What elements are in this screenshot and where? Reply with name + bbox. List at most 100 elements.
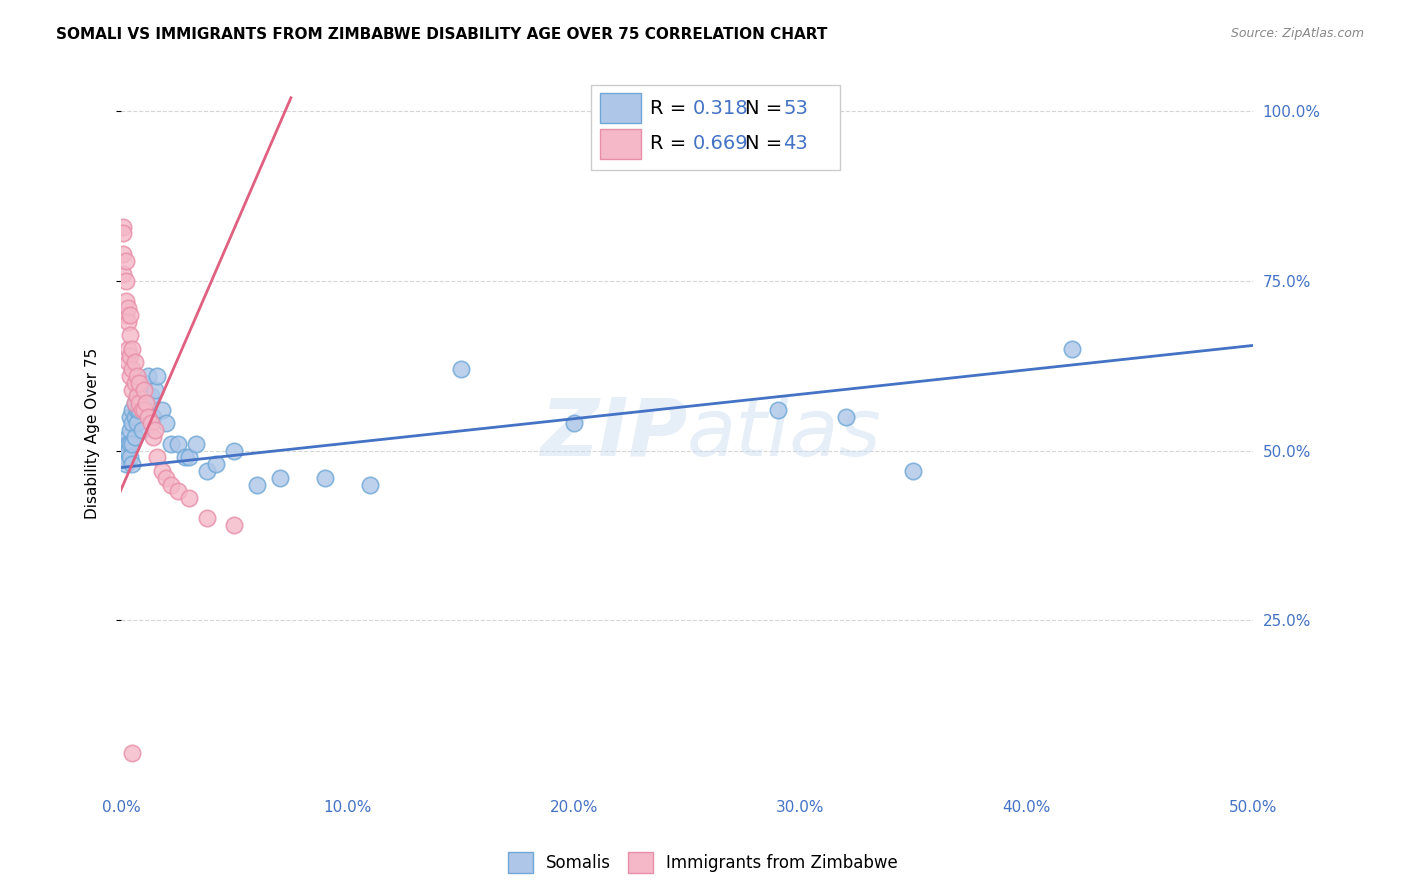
Point <box>124 409 146 424</box>
FancyBboxPatch shape <box>600 93 641 123</box>
Point <box>112 450 135 465</box>
Point <box>142 409 165 424</box>
Point <box>121 383 143 397</box>
Text: ZIP: ZIP <box>540 394 688 473</box>
Point <box>112 443 135 458</box>
Point <box>128 376 150 390</box>
Point <box>121 342 143 356</box>
Point <box>114 437 136 451</box>
Point <box>120 308 142 322</box>
Point <box>112 219 135 234</box>
Point <box>121 403 143 417</box>
Point <box>120 423 142 437</box>
Point <box>166 437 188 451</box>
Point <box>114 294 136 309</box>
Point <box>120 328 142 343</box>
Point <box>117 443 139 458</box>
Point <box>132 383 155 397</box>
Point <box>125 403 148 417</box>
Point <box>117 430 139 444</box>
Point <box>112 227 135 241</box>
Point <box>903 464 925 478</box>
Point <box>128 403 150 417</box>
Point <box>146 368 169 383</box>
Text: N =: N = <box>745 99 789 118</box>
Point <box>155 471 177 485</box>
Point <box>160 477 183 491</box>
Point <box>150 464 173 478</box>
Point <box>131 403 153 417</box>
Point <box>184 437 207 451</box>
Point <box>124 430 146 444</box>
Point <box>135 396 157 410</box>
Point <box>125 368 148 383</box>
Legend: Somalis, Immigrants from Zimbabwe: Somalis, Immigrants from Zimbabwe <box>502 846 904 880</box>
Point <box>112 267 135 281</box>
Point <box>121 362 143 376</box>
Text: 53: 53 <box>783 99 808 118</box>
Point <box>205 457 228 471</box>
Point <box>124 376 146 390</box>
Point <box>114 274 136 288</box>
Point <box>117 342 139 356</box>
Point <box>114 253 136 268</box>
Point <box>224 518 246 533</box>
Point <box>136 409 159 424</box>
Point <box>120 368 142 383</box>
Point <box>195 464 218 478</box>
Point <box>125 389 148 403</box>
Point <box>128 396 150 410</box>
Point <box>114 457 136 471</box>
Point <box>143 383 166 397</box>
Text: R =: R = <box>650 134 692 153</box>
Text: Source: ZipAtlas.com: Source: ZipAtlas.com <box>1230 27 1364 40</box>
Point <box>450 362 472 376</box>
Point <box>135 389 157 403</box>
Point <box>269 471 291 485</box>
Point <box>155 417 177 431</box>
Point <box>177 491 200 505</box>
Point <box>120 409 142 424</box>
Point <box>125 389 148 403</box>
Text: R =: R = <box>650 99 692 118</box>
Point <box>766 403 789 417</box>
Text: SOMALI VS IMMIGRANTS FROM ZIMBABWE DISABILITY AGE OVER 75 CORRELATION CHART: SOMALI VS IMMIGRANTS FROM ZIMBABWE DISAB… <box>56 27 828 42</box>
Text: 0.318: 0.318 <box>693 99 748 118</box>
Point <box>132 403 155 417</box>
Point <box>117 315 139 329</box>
Point <box>166 484 188 499</box>
Point <box>314 471 336 485</box>
Point <box>132 376 155 390</box>
Point <box>114 450 136 465</box>
Point <box>121 417 143 431</box>
Point <box>142 430 165 444</box>
Point <box>139 417 162 431</box>
Y-axis label: Disability Age Over 75: Disability Age Over 75 <box>86 348 100 519</box>
Text: 0.669: 0.669 <box>693 134 748 153</box>
Text: atlas: atlas <box>688 394 882 473</box>
Point <box>124 396 146 410</box>
Text: N =: N = <box>745 134 789 153</box>
FancyBboxPatch shape <box>600 128 641 159</box>
Point <box>117 437 139 451</box>
Point <box>121 437 143 451</box>
Point <box>120 450 142 465</box>
Point <box>224 443 246 458</box>
Point <box>132 403 155 417</box>
Point <box>117 301 139 315</box>
Point <box>246 477 269 491</box>
Point <box>177 450 200 465</box>
Point <box>124 396 146 410</box>
Point <box>124 355 146 369</box>
Point <box>173 450 195 465</box>
Point <box>146 450 169 465</box>
Point <box>114 308 136 322</box>
Point <box>150 403 173 417</box>
Point <box>120 437 142 451</box>
Point <box>131 423 153 437</box>
Point <box>562 417 585 431</box>
Point <box>117 355 139 369</box>
Point <box>121 457 143 471</box>
Point <box>128 383 150 397</box>
FancyBboxPatch shape <box>591 85 839 170</box>
